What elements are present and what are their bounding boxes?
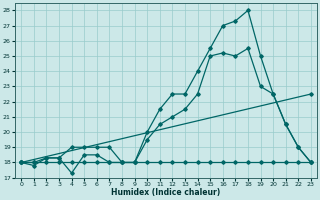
X-axis label: Humidex (Indice chaleur): Humidex (Indice chaleur) [111, 188, 221, 197]
